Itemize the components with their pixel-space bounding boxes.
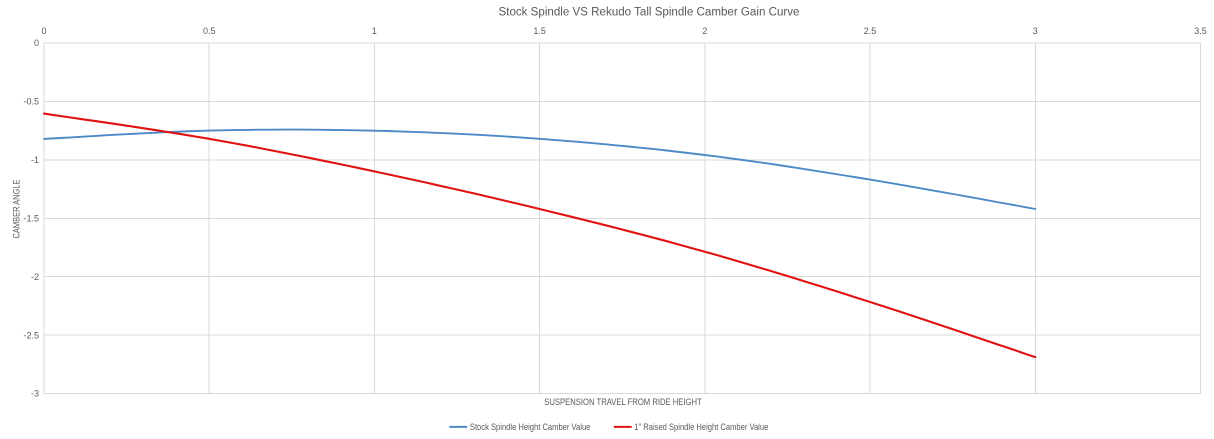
svg-text:CAMBER ANGLE: CAMBER ANGLE [12,180,23,239]
svg-text:1: 1 [372,26,377,36]
svg-text:0: 0 [41,26,46,36]
svg-text:SUSPENSION TRAVEL FROM RIDE HE: SUSPENSION TRAVEL FROM RIDE HEIGHT [544,397,702,408]
svg-text:1.5: 1.5 [533,26,546,36]
svg-text:Stock Spindle VS Rekudo Tall S: Stock Spindle VS Rekudo Tall Spindle Cam… [499,7,800,19]
svg-text:0: 0 [34,38,39,48]
svg-text:0.5: 0.5 [203,26,216,36]
svg-text:-1.5: -1.5 [23,213,39,223]
svg-text:2.5: 2.5 [864,26,877,36]
svg-text:-3: -3 [31,389,39,399]
svg-text:-1: -1 [31,155,39,165]
svg-text:3.5: 3.5 [1194,26,1207,36]
svg-text:-2.5: -2.5 [23,330,39,340]
svg-text:2: 2 [702,26,707,36]
svg-text:Stock Spindle Height Camber Va: Stock Spindle Height Camber Value [470,422,591,432]
svg-text:3: 3 [1033,26,1038,36]
svg-text:-0.5: -0.5 [23,97,39,107]
svg-text:1" Raised Spindle Height Cambe: 1" Raised Spindle Height Camber Value [634,422,768,432]
svg-text:-2: -2 [31,272,39,282]
